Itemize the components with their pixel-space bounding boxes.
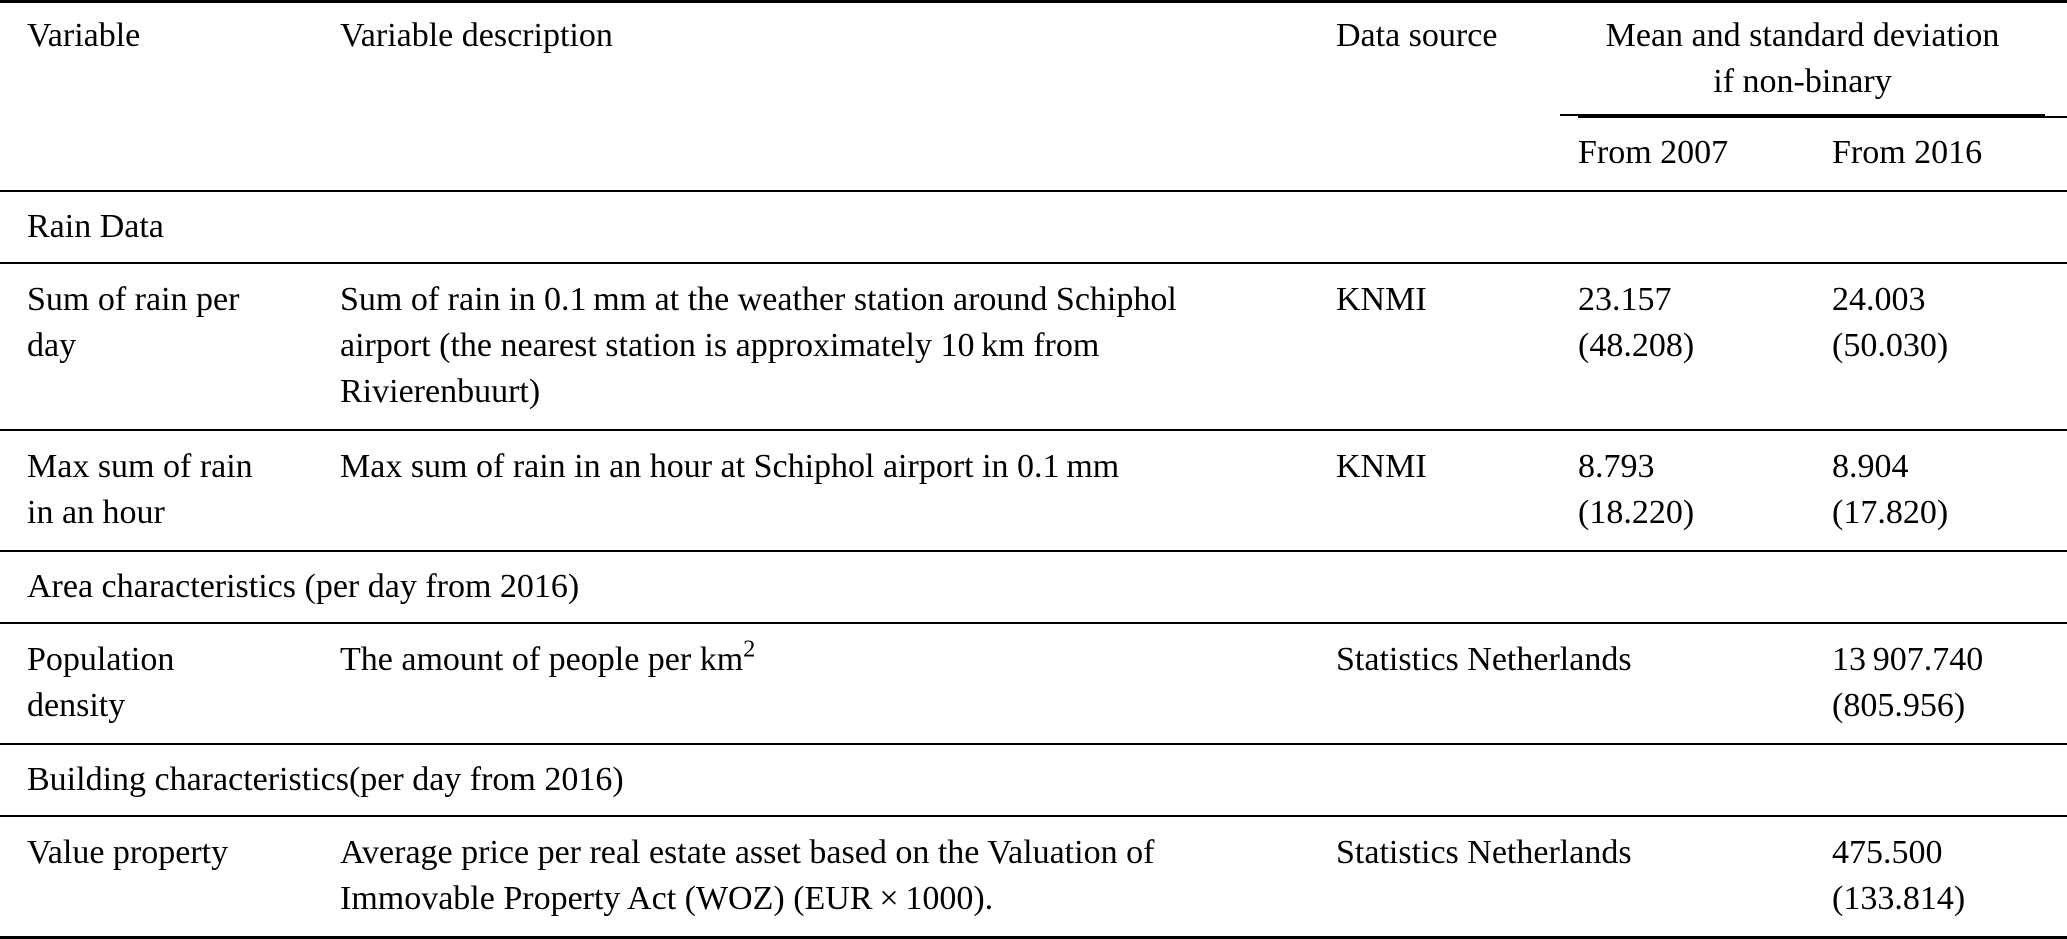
cell-data-source: Statistics Netherlands bbox=[1336, 834, 1632, 871]
col-header-data-source: Data source bbox=[1336, 1, 1578, 192]
sd-value: (805.956) bbox=[1832, 687, 1966, 724]
cell-variable: Max sum of rain in an hour bbox=[0, 430, 340, 552]
header-row-sub: From 2007 From 2016 bbox=[0, 117, 2067, 192]
header-row-main: Variable Variable description Data sourc… bbox=[0, 1, 2067, 192]
mean-value: 24.003 bbox=[1832, 281, 1926, 318]
cell-from-2007: 8.793 (18.220) bbox=[1578, 430, 1832, 552]
cell-variable: Value property bbox=[27, 834, 229, 871]
section-row-rain-data: Rain Data bbox=[0, 191, 2067, 264]
row-value-property: Value property Average price per real es… bbox=[0, 816, 2067, 938]
sd-value: (18.220) bbox=[1578, 494, 1695, 531]
cell-from-2016: 13 907.740 (805.956) bbox=[1832, 623, 2067, 745]
sd-value: (133.814) bbox=[1832, 880, 1966, 917]
col-header-stats-group: Mean and standard deviation if non-binar… bbox=[1560, 1, 2067, 118]
description-text: The amount of people per km bbox=[340, 641, 744, 678]
col-header-variable: Variable bbox=[0, 1, 340, 192]
cell-from-2016: 8.904 (17.820) bbox=[1832, 430, 2067, 552]
mean-value: 13 907.740 bbox=[1832, 641, 1984, 678]
col-header-from-2007: From 2007 bbox=[1578, 117, 1832, 192]
row-sum-of-rain-per-day: Sum of rain per day Sum of rain in 0.1 m… bbox=[0, 263, 2067, 431]
section-label: Building characteristics(per day from 20… bbox=[0, 744, 2067, 817]
section-row-building-characteristics: Building characteristics(per day from 20… bbox=[0, 744, 2067, 817]
cell-description: Average price per real estate asset base… bbox=[340, 834, 1155, 917]
mean-value: 8.793 bbox=[1578, 448, 1655, 485]
cell-from-2016: 24.003 (50.030) bbox=[1832, 263, 2067, 431]
section-row-area-characteristics: Area characteristics (per day from 2016) bbox=[0, 551, 2067, 624]
sd-value: (50.030) bbox=[1832, 327, 1949, 364]
row-population-density: Population density The amount of people … bbox=[0, 623, 2067, 745]
mean-value: 8.904 bbox=[1832, 448, 1909, 485]
sd-value: (48.208) bbox=[1578, 327, 1695, 364]
cell-description: The amount of people per km2 bbox=[340, 623, 1336, 745]
section-label: Rain Data bbox=[0, 191, 2067, 264]
section-label: Area characteristics (per day from 2016) bbox=[0, 551, 2067, 624]
mean-value: 475.500 bbox=[1832, 834, 1943, 871]
stats-group-label: Mean and standard deviation if non-binar… bbox=[1560, 13, 2045, 116]
cell-from-2016: 475.500 (133.814) bbox=[1832, 816, 2067, 938]
description-superscript: 2 bbox=[743, 635, 756, 663]
row-max-sum-of-rain-in-an-hour: Max sum of rain in an hour Max sum of ra… bbox=[0, 430, 2067, 552]
col-header-from-2016: From 2016 bbox=[1832, 117, 2067, 192]
cell-description: Sum of rain in 0.1 mm at the weather sta… bbox=[340, 263, 1336, 431]
cell-description: Max sum of rain in an hour at Schiphol a… bbox=[340, 430, 1336, 552]
cell-data-source: Statistics Netherlands bbox=[1336, 623, 1632, 745]
sd-value: (17.820) bbox=[1832, 494, 1949, 531]
col-header-variable-description: Variable description bbox=[340, 1, 1336, 192]
cell-from-2007 bbox=[1578, 623, 1832, 745]
mean-value: 23.157 bbox=[1578, 281, 1672, 318]
cell-variable: Sum of rain per day bbox=[0, 263, 340, 431]
cell-from-2007: 23.157 (48.208) bbox=[1578, 263, 1832, 431]
cell-data-source: KNMI bbox=[1336, 430, 1578, 552]
cell-data-source: KNMI bbox=[1336, 263, 1578, 431]
cell-variable: Population density bbox=[0, 623, 340, 745]
